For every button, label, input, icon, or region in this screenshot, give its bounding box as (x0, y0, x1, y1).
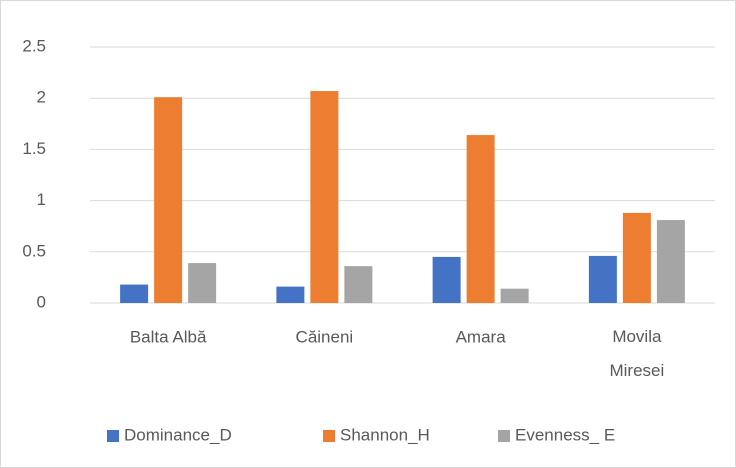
legend-label: Dominance_D (124, 425, 232, 444)
x-tick-label: Amara (456, 327, 507, 346)
y-tick-label: 0.5 (22, 241, 46, 260)
bar (500, 288, 529, 303)
bar (310, 91, 339, 303)
bar (276, 286, 305, 303)
legend-swatch (107, 430, 119, 442)
y-tick-label: 2 (37, 88, 46, 107)
x-tick-label: Movila Miresei (609, 327, 664, 380)
bar (656, 220, 685, 303)
legend-label: Evenness_ E (515, 425, 615, 444)
bar (588, 255, 617, 303)
bar (432, 256, 461, 303)
x-tick-label: Balta Albă (130, 327, 207, 346)
legend-swatch (498, 430, 510, 442)
bar (154, 97, 183, 304)
bar (344, 266, 373, 303)
bar (120, 284, 149, 303)
y-tick-label: 1.5 (22, 139, 46, 158)
y-tick-label: 1 (37, 190, 46, 209)
y-tick-label: 0 (37, 292, 46, 311)
legend-swatch (323, 430, 335, 442)
y-tick-label: 2.5 (22, 36, 46, 55)
legend-label: Shannon_H (340, 425, 430, 444)
bar (466, 135, 495, 303)
bar (622, 212, 651, 303)
x-tick-label: Căineni (296, 327, 354, 346)
bar (188, 263, 217, 303)
